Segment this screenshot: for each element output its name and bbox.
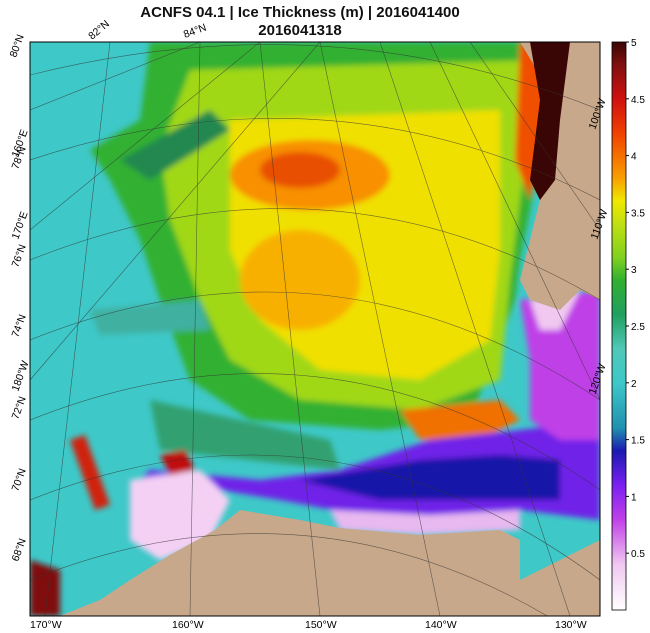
- lat-line: [30, 373, 600, 491]
- land-alaska-canada: [60, 510, 600, 616]
- colorbar-tick-label: 5: [631, 38, 637, 49]
- colorbar-tick-label: 1: [631, 492, 637, 503]
- map-area: [30, 42, 600, 616]
- lon-line: [30, 42, 321, 381]
- lon-line: [30, 42, 261, 231]
- ice-thickness-field: [30, 42, 600, 616]
- lat-label-82n: 82°N: [86, 18, 112, 42]
- lon-label-170w: 170°W: [30, 619, 62, 631]
- lat-label-74n: 74°N: [10, 313, 29, 339]
- colorbar-tick-label: 3.5: [631, 208, 645, 219]
- lon-line: [44, 42, 111, 616]
- map-title: ACNFS 04.1 | Ice Thickness (m) | 2016041…: [140, 4, 460, 21]
- lat-label-72n: 72°N: [10, 395, 29, 421]
- lon-label-180w: 180°W: [10, 359, 32, 393]
- lat-line: [30, 44, 600, 111]
- colorbar-tick-label: 1.5: [631, 436, 645, 447]
- colorbar-tick-label: 4: [631, 152, 637, 163]
- lon-label-140w: 140°W: [425, 619, 457, 631]
- lat-line: [30, 208, 600, 301]
- lat-label-84n: 84°N: [182, 22, 208, 41]
- lon-line: [319, 42, 441, 616]
- graticule: [30, 42, 600, 616]
- lon-line: [469, 42, 600, 231]
- land-canadian-archipelago: [520, 42, 600, 310]
- map-subtitle-timestamp: 2016041318: [258, 22, 342, 39]
- lon-line: [30, 42, 201, 111]
- lon-line: [259, 42, 321, 616]
- lat-line: [30, 291, 600, 401]
- lon-line: [379, 42, 571, 616]
- lon-label-130w: 130°W: [555, 619, 587, 631]
- lon-label-160w: 160°W: [172, 619, 204, 631]
- colorbar: 5 4.5 4 3.5 3 2.5 2 1.5 1 0.5: [611, 38, 645, 611]
- lat-line: [30, 533, 548, 616]
- lat-label-80n: 80°N: [8, 33, 27, 59]
- lat-label-68n: 68°N: [10, 537, 29, 563]
- colorbar-tick-label: 3: [631, 265, 637, 276]
- lat-label-76n: 76°N: [10, 243, 29, 269]
- lon-line: [429, 42, 600, 401]
- colorbar-tick-label: 4.5: [631, 95, 645, 106]
- colorbar-tick-label: 2: [631, 379, 637, 390]
- lon-label-170e: 170°E: [10, 210, 31, 241]
- lon-line: [189, 42, 201, 616]
- colorbar-ticks: 5 4.5 4 3.5 3 2.5 2 1.5 1 0.5: [626, 38, 645, 560]
- thick-ice-archipelago-edge: [530, 42, 570, 200]
- lon-label-150w: 150°W: [305, 619, 337, 631]
- land-chukotka: [60, 600, 115, 616]
- lat-line: [30, 454, 600, 581]
- colorbar-gradient: [611, 41, 627, 611]
- colorbar-tick-label: 2.5: [631, 322, 645, 333]
- lat-label-70n: 70°N: [10, 467, 29, 493]
- lat-line: [30, 118, 600, 201]
- colorbar-tick-label: 0.5: [631, 549, 645, 560]
- map-frame: [29, 41, 601, 617]
